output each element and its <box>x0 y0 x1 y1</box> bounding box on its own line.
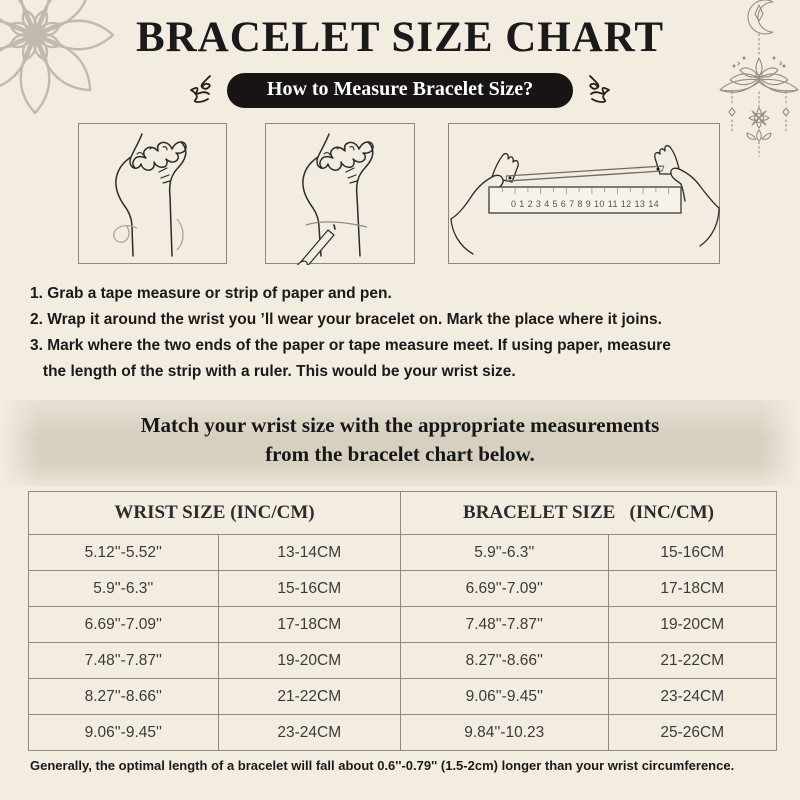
svg-text:0 1 2 3 4 5 6 7 8 9 10 11 12 1: 0 1 2 3 4 5 6 7 8 9 10 11 12 13 14 <box>511 199 659 209</box>
